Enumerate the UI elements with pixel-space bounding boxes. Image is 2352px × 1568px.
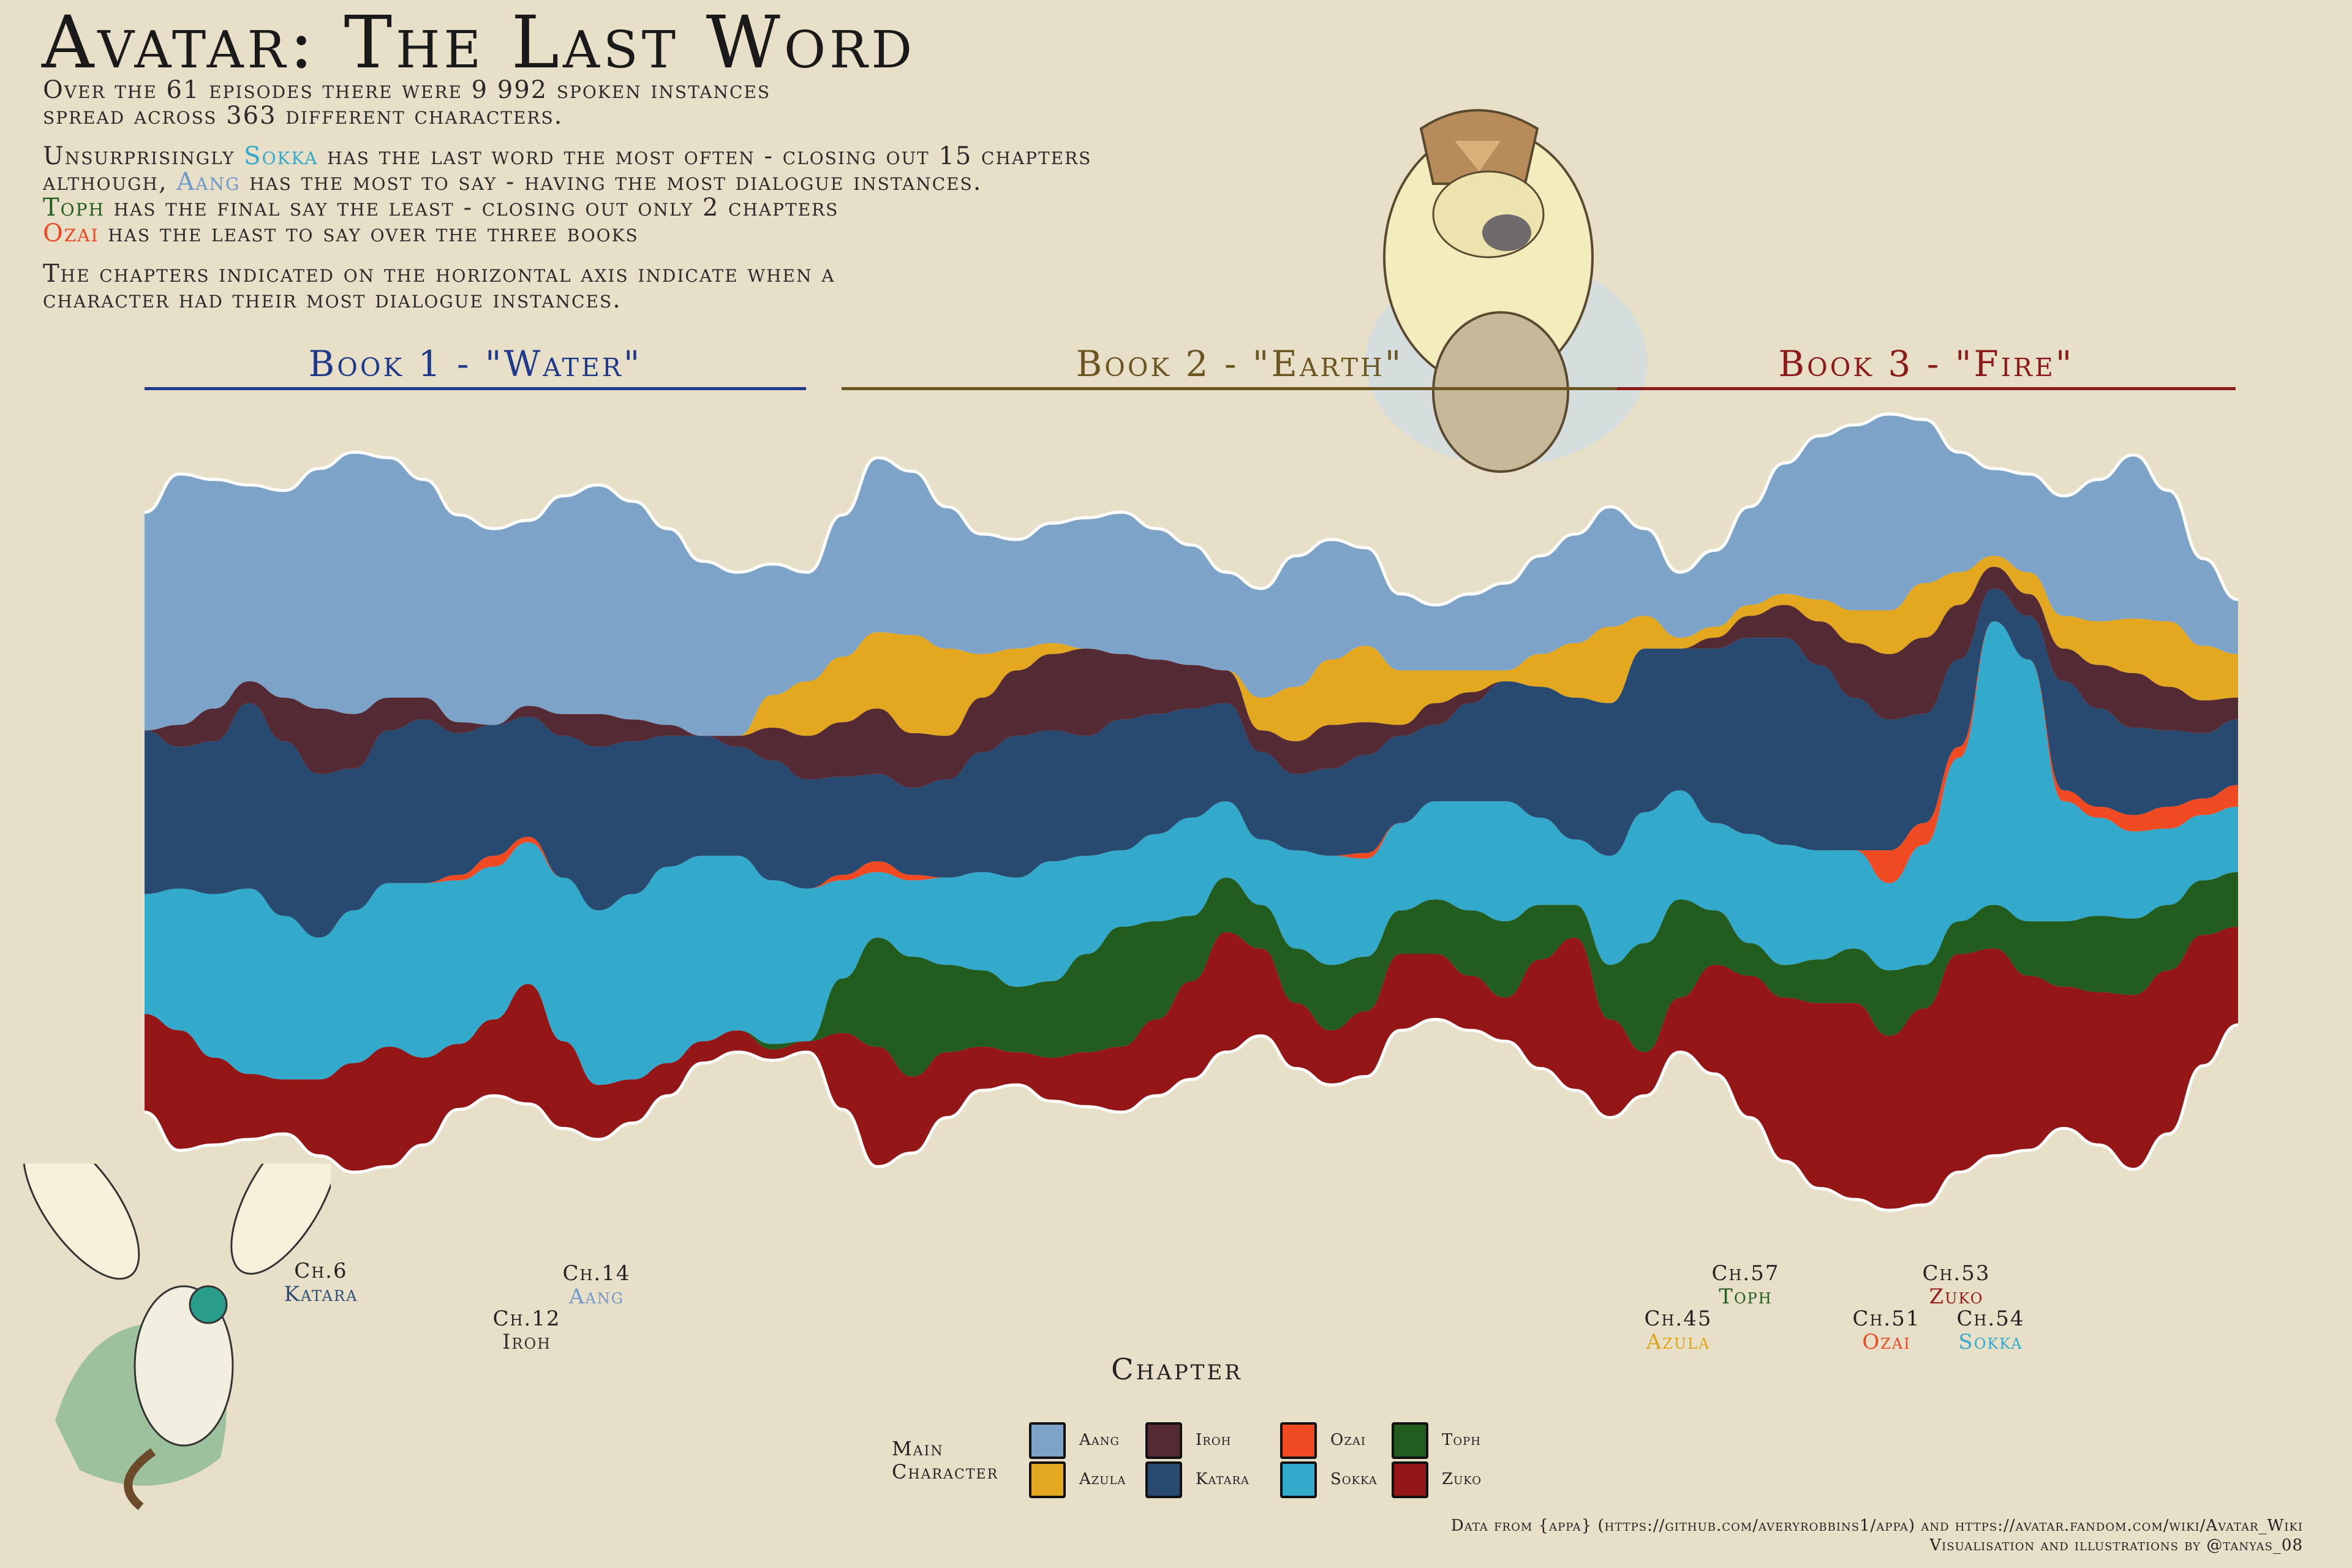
book-1-underline — [145, 387, 806, 390]
intro-text: has the most to say - having the most di… — [240, 168, 982, 196]
annotation-ch57: Ch.57 Toph — [1684, 1262, 1807, 1308]
intro-line: Over the 61 episodes there were 9 992 sp… — [43, 76, 771, 104]
annotation-chapter: Ch.45 — [1644, 1306, 1713, 1331]
intro-line: Unsurprisingly Sokka has the last word t… — [43, 143, 1091, 169]
intro-line: Toph has the final say the least - closi… — [43, 195, 1091, 221]
legend-label-katara: Katara — [1196, 1470, 1250, 1488]
stream-layer-aang — [145, 414, 2238, 736]
legend-swatch-azula — [1029, 1461, 1066, 1498]
stream-layer-azula — [145, 556, 2238, 742]
annotation-ch53: Ch.53 Zuko — [1895, 1262, 2018, 1308]
annotation-chapter: Ch.12 — [492, 1306, 561, 1331]
book-3-underline — [1617, 387, 2236, 390]
legend-title-line: Main — [892, 1437, 944, 1460]
legend-label-zuko: Zuko — [1442, 1470, 1482, 1488]
intro-text: has the least to say over the three book… — [99, 219, 639, 247]
annotation-character: Toph — [1719, 1284, 1773, 1309]
legend-swatch-katara — [1145, 1461, 1182, 1498]
legend-swatch-sokka — [1280, 1461, 1317, 1498]
sokka-highlight: Sokka — [244, 142, 318, 170]
annotation-chapter: Ch.57 — [1711, 1261, 1780, 1286]
page-title: Avatar: The Last Word — [42, 0, 916, 85]
legend-label-toph: Toph — [1442, 1431, 1481, 1449]
intro-text: although, — [43, 168, 177, 196]
legend-label-sokka: Sokka — [1330, 1470, 1378, 1488]
annotation-character: Iroh — [502, 1330, 552, 1354]
aang-highlight: Aang — [176, 168, 241, 196]
intro-text: has the last word the most often - closi… — [318, 142, 1092, 170]
book-3-label: Book 3 - "Fire" — [1778, 343, 2075, 385]
legend-swatch-ozai — [1280, 1422, 1317, 1459]
author-credit: Visualisation and illustrations by @tany… — [1929, 1536, 2303, 1555]
intro-paragraph-2: Unsurprisingly Sokka has the last word t… — [43, 143, 1091, 246]
legend-label-azula: Azula — [1079, 1470, 1126, 1488]
stream-layer-sokka — [145, 621, 2238, 1085]
intro-paragraph-1: Over the 61 episodes there were 9 992 sp… — [43, 77, 771, 129]
stream-layer-zuko — [145, 927, 2238, 1210]
annotation-ch14: Ch.14 Aang — [535, 1262, 658, 1308]
legend-label-ozai: Ozai — [1330, 1431, 1366, 1449]
momo-illustration — [22, 1164, 331, 1510]
source-credit: Data from {appa} (https://github.com/ave… — [1450, 1517, 2303, 1535]
intro-text: Unsurprisingly — [43, 142, 244, 170]
intro-line: spread across 363 different characters. — [43, 102, 564, 130]
legend: Aang Azula Iroh Katara Ozai Sokka Toph Z… — [1029, 1422, 1494, 1508]
appa-illustration — [1366, 109, 1648, 473]
intro-line: although, Aang has the most to say - hav… — [43, 169, 1091, 195]
annotation-chapter: Ch.51 — [1852, 1306, 1921, 1331]
annotation-character: Aang — [568, 1284, 625, 1309]
intro-paragraph-3: The chapters indicated on the horizontal… — [43, 261, 835, 312]
legend-title: Main Character — [892, 1437, 1039, 1483]
intro-line: The chapters indicated on the horizontal… — [43, 260, 835, 288]
stream-layers — [144, 412, 2239, 1212]
stream-layer-iroh — [145, 567, 2238, 788]
stream-outline-top — [144, 412, 2239, 607]
annotation-character: Ozai — [1862, 1330, 1911, 1354]
annotation-ch51: Ch.51 Ozai — [1825, 1307, 1948, 1354]
x-axis-title: Chapter — [1111, 1352, 1243, 1387]
annotation-chapter: Ch.14 — [562, 1261, 631, 1286]
annotation-character: Sokka — [1958, 1330, 2023, 1354]
annotation-character: Zuko — [1929, 1284, 1984, 1309]
annotation-chapter: Ch.53 — [1922, 1261, 1991, 1286]
annotation-character: Katara — [284, 1282, 358, 1306]
book-1-label: Book 1 - "Water" — [308, 343, 643, 385]
annotation-chapter: Ch.6 — [294, 1259, 348, 1283]
book-2-underline — [842, 387, 1638, 390]
legend-title-line: Character — [892, 1460, 999, 1483]
stream-layer-toph — [145, 872, 2238, 1085]
annotation-character: Azula — [1646, 1330, 1711, 1354]
annotation-ch12: Ch.12 Iroh — [466, 1307, 588, 1354]
stream-outline-bottom — [144, 1017, 2239, 1212]
intro-line: Ozai has the least to say over the three… — [43, 221, 1091, 246]
ozai-highlight: Ozai — [43, 219, 99, 247]
legend-swatch-aang — [1029, 1422, 1066, 1459]
intro-line: character had their most dialogue instan… — [43, 285, 622, 314]
intro-text: has the final say the least - closing ou… — [104, 194, 839, 222]
annotation-chapter: Ch.54 — [1956, 1306, 2025, 1331]
legend-swatch-zuko — [1392, 1461, 1428, 1498]
legend-label-aang: Aang — [1079, 1431, 1120, 1449]
toph-highlight: Toph — [43, 194, 105, 222]
legend-swatch-iroh — [1145, 1422, 1182, 1459]
annotation-ch6: Ch.6 Katara — [254, 1259, 388, 1306]
stream-layer-katara — [145, 588, 2238, 938]
legend-swatch-toph — [1392, 1422, 1428, 1459]
book-2-label: Book 2 - "Earth" — [1076, 343, 1404, 385]
annotation-ch45: Ch.45 Azula — [1617, 1307, 1740, 1354]
annotation-ch54: Ch.54 Sokka — [1929, 1307, 2052, 1354]
legend-label-iroh: Iroh — [1196, 1431, 1232, 1449]
